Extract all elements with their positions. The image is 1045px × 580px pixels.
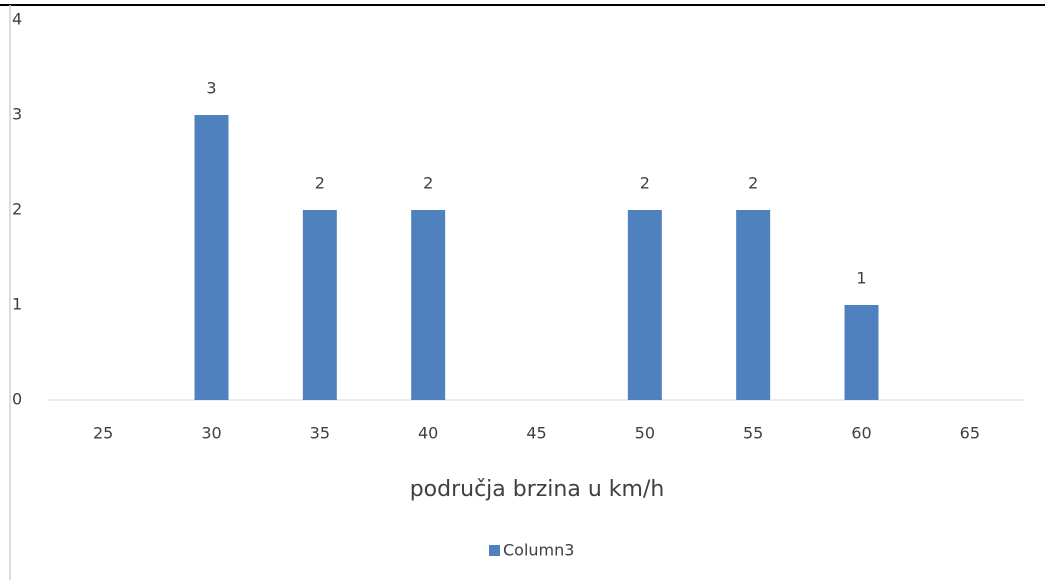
bar (736, 210, 771, 400)
y-tick-label: 2 (12, 200, 22, 219)
data-label: 2 (640, 174, 650, 193)
y-tick-label: 3 (12, 105, 22, 124)
data-label: 3 (206, 79, 216, 98)
y-tick-label: 0 (12, 390, 22, 409)
x-tick-label: 45 (526, 424, 546, 443)
bar (302, 210, 337, 400)
x-tick-label: 35 (310, 424, 330, 443)
x-tick-label: 65 (960, 424, 980, 443)
data-label: 2 (748, 174, 758, 193)
x-tick-label: 55 (743, 424, 763, 443)
bar (194, 115, 229, 400)
x-tick-label: 30 (201, 424, 221, 443)
legend-label: Column3 (503, 541, 574, 560)
data-label: 2 (423, 174, 433, 193)
x-tick-label: 60 (851, 424, 871, 443)
data-label: 2 (315, 174, 325, 193)
y-tick-label: 1 (12, 295, 22, 314)
x-axis-title: područja brzina u km/h (410, 477, 665, 502)
legend-swatch (489, 545, 500, 556)
bar (411, 210, 446, 400)
data-label: 1 (856, 269, 866, 288)
x-tick-label: 50 (635, 424, 655, 443)
bar (844, 305, 879, 400)
x-tick-label: 25 (93, 424, 113, 443)
bar (627, 210, 662, 400)
x-tick-label: 40 (418, 424, 438, 443)
y-tick-label: 4 (12, 10, 22, 29)
